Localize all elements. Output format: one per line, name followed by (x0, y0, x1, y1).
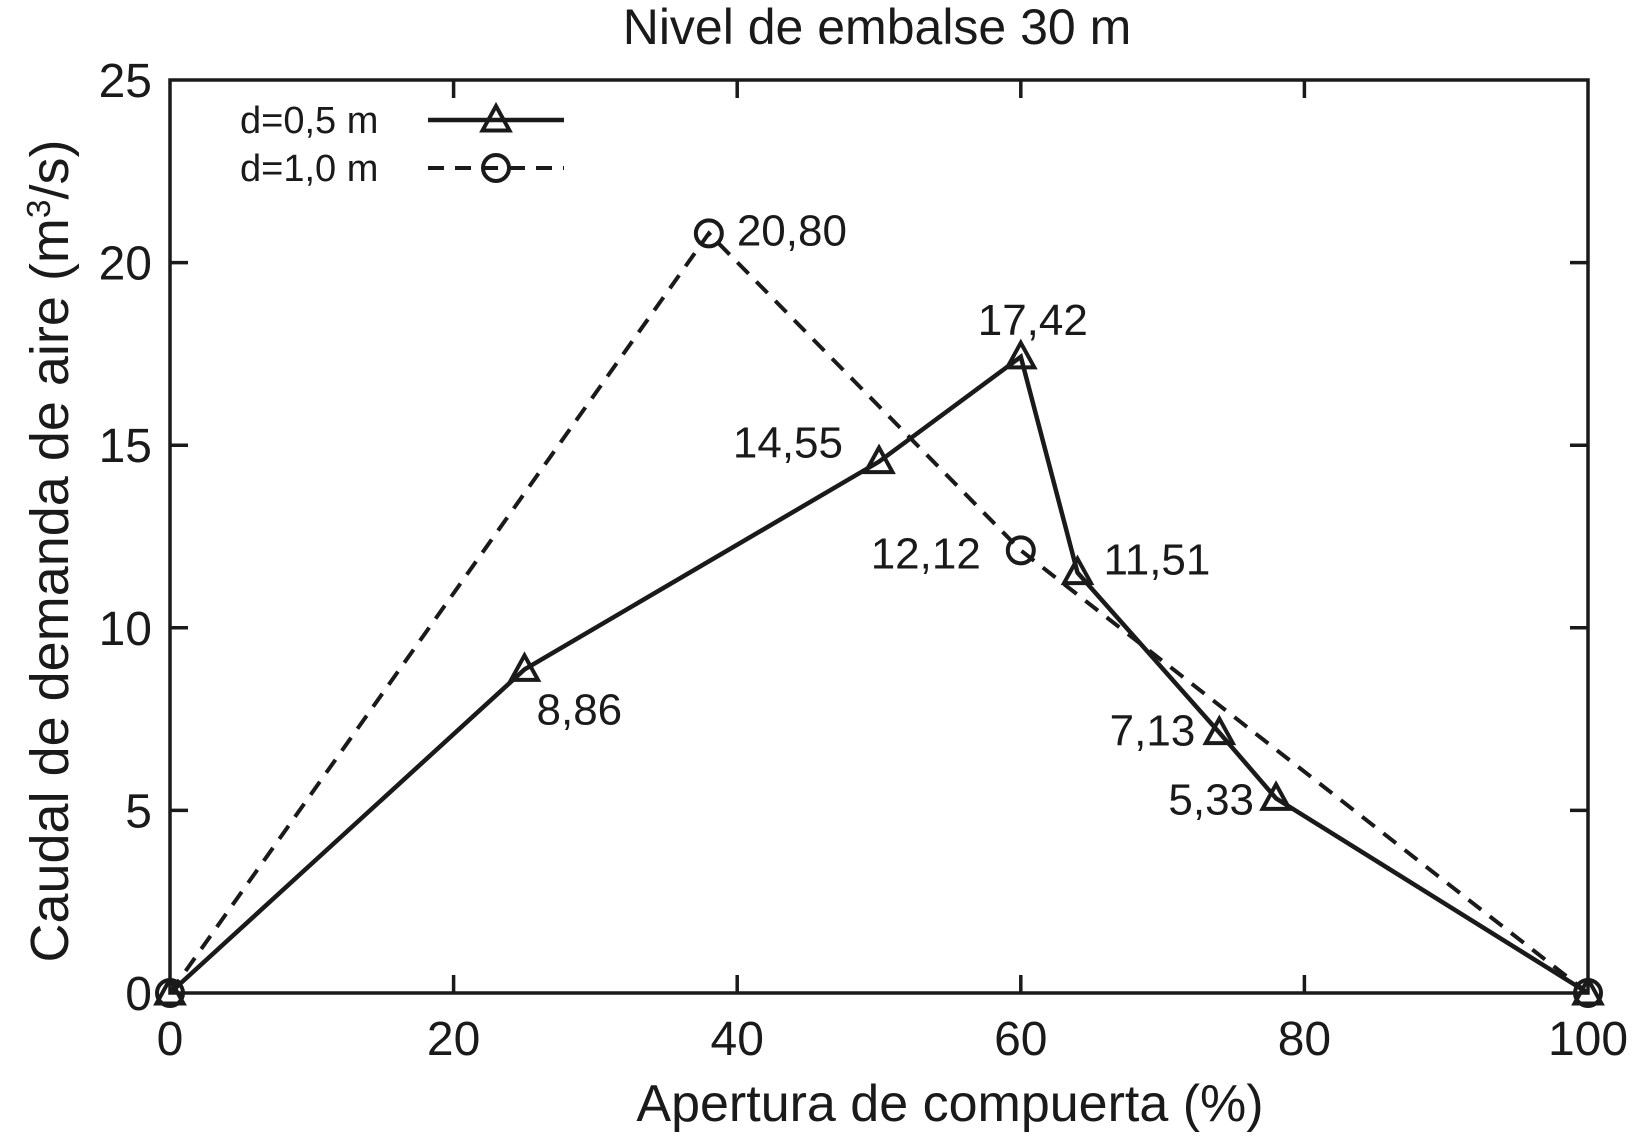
triangle-marker (1060, 554, 1095, 586)
data-point-label: 11,51 (1104, 536, 1211, 585)
circle-marker (693, 218, 724, 249)
x-tick-label: 80 (1278, 1013, 1331, 1066)
x-tick-label: 20 (427, 1013, 480, 1066)
chart-title: Nivel de embalse 30 m (622, 0, 1132, 55)
data-point-label: 7,13 (1110, 707, 1196, 756)
data-point-label: 17,42 (978, 296, 1088, 345)
x-tick-label: 100 (1548, 1013, 1628, 1066)
data-point-label: 14,55 (733, 419, 843, 468)
triangle-marker (507, 651, 542, 682)
triangle-marker (1571, 974, 1605, 1006)
circle-marker (155, 978, 185, 1008)
triangle-marker (479, 101, 513, 133)
legend-label: d=1,0 m (240, 148, 378, 190)
x-tick-label: 40 (711, 1013, 764, 1066)
circle-marker (1573, 978, 1603, 1008)
data-point-label: 5,33 (1168, 775, 1254, 824)
y-tick-label: 10 (99, 603, 152, 656)
y-tick-label: 5 (125, 785, 152, 838)
x-tick-label: 0 (157, 1013, 184, 1066)
series-line-2 (168, 230, 1590, 995)
series-line-1 (168, 353, 1590, 995)
x-axis-title: Apertura de compuerta (%) (636, 1075, 1264, 1133)
triangle-marker (1202, 714, 1237, 746)
triangle-marker (1259, 780, 1293, 811)
data-point-label: 20,80 (737, 206, 847, 255)
data-point-label: 8,86 (537, 685, 623, 734)
legend-label: d=0,5 m (240, 100, 378, 142)
triangle-marker (1003, 338, 1038, 370)
y-tick-label: 0 (125, 968, 152, 1021)
triangle-marker (862, 443, 896, 475)
plot-frame (168, 78, 1590, 995)
data-point-label: 12,12 (871, 529, 981, 578)
circle-marker (481, 153, 511, 183)
triangle-marker (153, 974, 187, 1006)
y-tick-label: 20 (99, 238, 152, 291)
circle-marker (1005, 535, 1036, 566)
y-tick-label: 25 (99, 55, 152, 108)
x-tick-label: 60 (994, 1013, 1047, 1066)
y-tick-label: 15 (99, 420, 152, 473)
